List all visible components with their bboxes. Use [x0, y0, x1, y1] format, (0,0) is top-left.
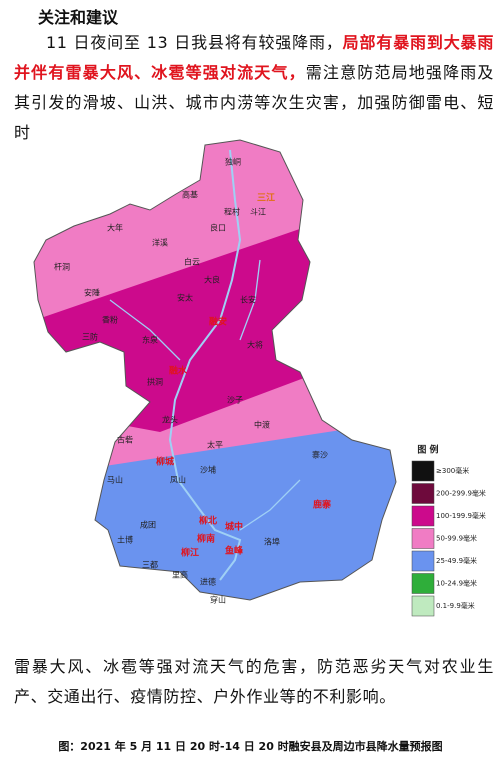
legend-swatch [411, 550, 435, 572]
county: 柳北 [199, 515, 217, 527]
place: 沙埔 [200, 465, 216, 475]
place: 穿山 [210, 595, 226, 605]
county: 融水 [169, 365, 188, 377]
place: 程村 [224, 207, 240, 217]
place: 安陲 [84, 288, 100, 298]
paragraph: 雷暴大风、冰雹等强对流天气的危害，防范恶劣天气对农业生产、交通出行、疫情防控、户… [14, 657, 494, 706]
legend-swatch [411, 573, 435, 594]
legend-label: 25-49.9毫米 [436, 556, 477, 565]
place: 大将 [247, 340, 263, 350]
legend-swatch [411, 528, 435, 549]
text: 需注意防范局地强降雨及其引发的滑坡、山洪、城市内涝等次生灾害，加强防御雷电、短时 [14, 63, 494, 142]
place: 香粉 [102, 315, 118, 325]
legend: 图 例 ≥300毫米 200-299.9毫米 100-199.9毫米 50-99.9毫… [411, 444, 486, 617]
place: 三防 [82, 332, 98, 342]
heading: 关注和建议 [38, 8, 119, 27]
place: 沙子 [227, 396, 243, 405]
county: 鱼峰 [225, 545, 244, 557]
place: 土博 [117, 535, 133, 545]
county: 鹿寨 [312, 499, 332, 511]
caption: 图：2021 年 5 月 11 日 20 时-14 日 20 时融安县及周边市县… [58, 740, 443, 753]
place: 太平 [207, 440, 223, 450]
text: 11 日夜间至 13 日我县将有较强降雨， [46, 33, 343, 52]
legend-swatch [411, 483, 435, 504]
place: 白云 [184, 257, 200, 267]
place: 中渡 [254, 420, 270, 430]
county: 城中 [225, 521, 243, 533]
county: 三江 [257, 192, 275, 204]
zone-25 [34, 418, 396, 600]
place: 洋溪 [152, 238, 168, 248]
place: 龙头 [162, 415, 178, 425]
place: 杆洞 [54, 262, 70, 272]
place: 凤山 [170, 475, 186, 485]
place: 洛埠 [264, 537, 280, 547]
county-labels: 三江 融安 融水 柳城 鹿寨 柳北 城中 柳南 鱼峰 柳江 [156, 192, 332, 559]
place: 高基 [182, 190, 198, 200]
highlight: 局部有暴雨到大暴雨并伴有雷暴大风、冰雹等强对流天气， [14, 33, 494, 82]
legend-label: 0.1-9.9毫米 [436, 601, 475, 610]
place: 安太 [177, 293, 193, 303]
legend-swatch [411, 595, 435, 617]
legend-swatch [411, 460, 435, 482]
place: 斗江 [250, 208, 266, 217]
place: 东泉 [142, 335, 158, 345]
place: 成团 [140, 520, 156, 530]
place: 大良 [204, 275, 220, 285]
legend-label: 10-24.9毫米 [436, 579, 477, 588]
place: 古砦 [117, 435, 133, 445]
legend-label: 200-299.9毫米 [436, 489, 486, 498]
county: 柳江 [181, 547, 199, 559]
place: 良口 [210, 223, 226, 233]
legend-label: 50-99.9毫米 [436, 534, 477, 543]
place: 三都 [142, 561, 158, 570]
place: 进德 [200, 577, 216, 587]
place-labels: 独峒 高基 斗江 程村 良口 大年 洋溪 杆洞 安陲 香粉 三防 白云 大良 安… [54, 157, 328, 605]
place: 大年 [107, 223, 123, 233]
place: 马山 [107, 475, 123, 485]
place: 寨沙 [312, 450, 328, 460]
river [109, 259, 301, 531]
river [168, 149, 242, 581]
legend-label: ≥300毫米 [436, 466, 469, 475]
county: 融安 [209, 316, 227, 328]
legend-label: 100-199.9毫米 [436, 511, 486, 520]
paragraph: 11 日夜间至 13 日我县将有较强降雨，局部有暴雨到大暴雨并伴有雷暴大风、冰雹… [14, 28, 494, 148]
legend-swatch [411, 505, 435, 527]
map: 独峒 高基 斗江 程村 良口 大年 洋溪 杆洞 安陲 香粉 三防 白云 大良 安… [33, 139, 486, 617]
place: 里高 [172, 570, 188, 580]
county: 柳南 [197, 533, 215, 545]
legend-title: 图 例 [417, 444, 438, 456]
place: 长安 [240, 295, 256, 305]
county: 柳城 [156, 456, 174, 468]
place: 拱洞 [147, 377, 163, 387]
place: 独峒 [225, 157, 241, 167]
